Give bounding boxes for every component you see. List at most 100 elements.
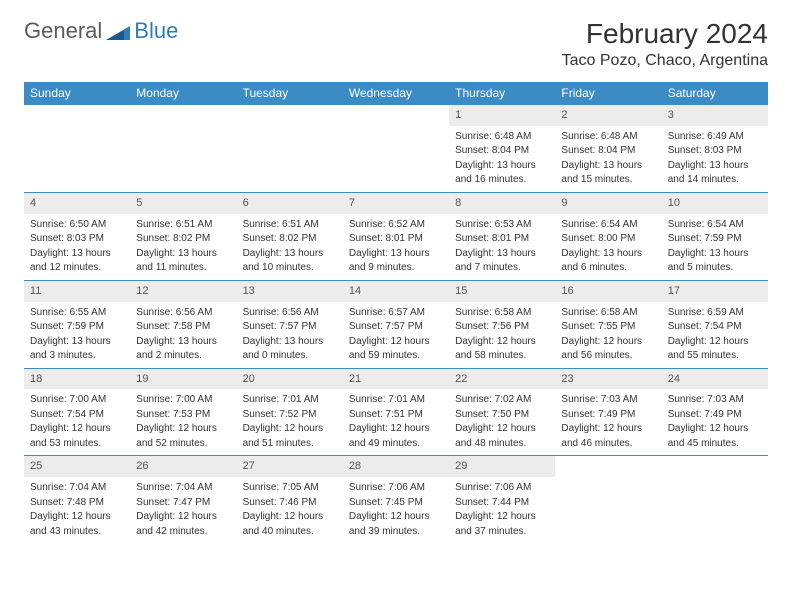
day-body: Sunrise: 6:49 AMSunset: 8:03 PMDaylight:… — [662, 126, 768, 192]
day-number: 1 — [449, 105, 555, 126]
day-number: 4 — [24, 193, 130, 214]
day-line: Daylight: 12 hours — [243, 422, 337, 436]
day-body: Sunrise: 6:54 AMSunset: 8:00 PMDaylight:… — [555, 214, 661, 280]
day-body: Sunrise: 6:52 AMSunset: 8:01 PMDaylight:… — [343, 214, 449, 280]
day-line: Sunset: 7:59 PM — [668, 232, 762, 246]
day-line: and 2 minutes. — [136, 349, 230, 363]
day-cell: 17Sunrise: 6:59 AMSunset: 7:54 PMDayligh… — [662, 281, 768, 368]
day-number: 22 — [449, 369, 555, 390]
day-body: Sunrise: 6:53 AMSunset: 8:01 PMDaylight:… — [449, 214, 555, 280]
day-line: Sunrise: 7:05 AM — [243, 481, 337, 495]
day-line: Sunrise: 7:00 AM — [136, 393, 230, 407]
day-line: and 5 minutes. — [668, 261, 762, 275]
day-line: Sunset: 7:57 PM — [349, 320, 443, 334]
day-cell: 1Sunrise: 6:48 AMSunset: 8:04 PMDaylight… — [449, 105, 555, 192]
day-line: Sunrise: 6:49 AM — [668, 130, 762, 144]
day-line: Daylight: 13 hours — [455, 159, 549, 173]
day-body: Sunrise: 7:00 AMSunset: 7:54 PMDaylight:… — [24, 389, 130, 455]
day-cell: 2Sunrise: 6:48 AMSunset: 8:04 PMDaylight… — [555, 105, 661, 192]
day-line: and 43 minutes. — [30, 525, 124, 539]
day-number: 25 — [24, 456, 130, 477]
day-line: Sunrise: 7:03 AM — [668, 393, 762, 407]
day-cell: 5Sunrise: 6:51 AMSunset: 8:02 PMDaylight… — [130, 193, 236, 280]
day-line: Daylight: 13 hours — [243, 247, 337, 261]
day-number: 23 — [555, 369, 661, 390]
day-body: Sunrise: 7:06 AMSunset: 7:44 PMDaylight:… — [449, 477, 555, 543]
day-body: Sunrise: 6:58 AMSunset: 7:55 PMDaylight:… — [555, 302, 661, 368]
day-line: Daylight: 12 hours — [455, 335, 549, 349]
month-title: February 2024 — [562, 18, 768, 50]
day-cell: 23Sunrise: 7:03 AMSunset: 7:49 PMDayligh… — [555, 369, 661, 456]
day-line: and 48 minutes. — [455, 437, 549, 451]
day-line: Daylight: 12 hours — [561, 335, 655, 349]
day-cell: 13Sunrise: 6:56 AMSunset: 7:57 PMDayligh… — [237, 281, 343, 368]
day-number: 5 — [130, 193, 236, 214]
day-cell: 6Sunrise: 6:51 AMSunset: 8:02 PMDaylight… — [237, 193, 343, 280]
day-number: 28 — [343, 456, 449, 477]
weekday-header: Thursday — [449, 82, 555, 104]
day-body: Sunrise: 6:51 AMSunset: 8:02 PMDaylight:… — [237, 214, 343, 280]
day-cell: 22Sunrise: 7:02 AMSunset: 7:50 PMDayligh… — [449, 369, 555, 456]
day-line: Sunrise: 6:51 AM — [136, 218, 230, 232]
day-line: Sunrise: 6:48 AM — [455, 130, 549, 144]
weekday-header: Friday — [555, 82, 661, 104]
day-body: Sunrise: 6:56 AMSunset: 7:58 PMDaylight:… — [130, 302, 236, 368]
day-line: Sunrise: 6:55 AM — [30, 306, 124, 320]
week-row: 25Sunrise: 7:04 AMSunset: 7:48 PMDayligh… — [24, 455, 768, 543]
day-cell: 24Sunrise: 7:03 AMSunset: 7:49 PMDayligh… — [662, 369, 768, 456]
location-label: Taco Pozo, Chaco, Argentina — [562, 52, 768, 70]
day-line: Daylight: 12 hours — [243, 510, 337, 524]
day-number: 20 — [237, 369, 343, 390]
day-line: Sunrise: 6:57 AM — [349, 306, 443, 320]
day-line: Sunrise: 6:59 AM — [668, 306, 762, 320]
title-block: February 2024 Taco Pozo, Chaco, Argentin… — [562, 18, 768, 70]
day-number: 8 — [449, 193, 555, 214]
weeks-container: 1Sunrise: 6:48 AMSunset: 8:04 PMDaylight… — [24, 104, 768, 543]
day-cell: 21Sunrise: 7:01 AMSunset: 7:51 PMDayligh… — [343, 369, 449, 456]
day-line: Sunset: 7:59 PM — [30, 320, 124, 334]
day-body: Sunrise: 7:04 AMSunset: 7:48 PMDaylight:… — [24, 477, 130, 543]
day-line: Daylight: 12 hours — [30, 510, 124, 524]
day-line: Daylight: 13 hours — [668, 247, 762, 261]
day-line: and 49 minutes. — [349, 437, 443, 451]
day-line: Sunrise: 7:04 AM — [136, 481, 230, 495]
day-line: Daylight: 12 hours — [668, 335, 762, 349]
day-line: Sunset: 7:52 PM — [243, 408, 337, 422]
day-body: Sunrise: 6:50 AMSunset: 8:03 PMDaylight:… — [24, 214, 130, 280]
week-row: 4Sunrise: 6:50 AMSunset: 8:03 PMDaylight… — [24, 192, 768, 280]
day-line: and 56 minutes. — [561, 349, 655, 363]
day-number: 10 — [662, 193, 768, 214]
day-line: Sunset: 7:54 PM — [30, 408, 124, 422]
day-cell: 27 Sunrise: 7:05 AMSunset: 7:46 PMDayligh… — [237, 456, 343, 543]
day-line: Sunrise: 7:06 AM — [455, 481, 549, 495]
day-line: Sunrise: 6:54 AM — [561, 218, 655, 232]
day-line: Daylight: 13 hours — [30, 335, 124, 349]
day-line: Sunset: 7:45 PM — [349, 496, 443, 510]
day-cell: 8Sunrise: 6:53 AMSunset: 8:01 PMDaylight… — [449, 193, 555, 280]
day-line: Daylight: 13 hours — [30, 247, 124, 261]
day-number: 26 — [130, 456, 236, 477]
day-line: Daylight: 12 hours — [349, 510, 443, 524]
day-line: Sunset: 8:02 PM — [243, 232, 337, 246]
day-cell — [130, 105, 236, 192]
day-cell: 11Sunrise: 6:55 AMSunset: 7:59 PMDayligh… — [24, 281, 130, 368]
day-number: 7 — [343, 193, 449, 214]
day-line: Daylight: 13 hours — [561, 159, 655, 173]
day-body: Sunrise: 6:57 AMSunset: 7:57 PMDaylight:… — [343, 302, 449, 368]
week-row: 18Sunrise: 7:00 AMSunset: 7:54 PMDayligh… — [24, 368, 768, 456]
day-body: Sunrise: 6:59 AMSunset: 7:54 PMDaylight:… — [662, 302, 768, 368]
day-number: 18 — [24, 369, 130, 390]
day-line: and 11 minutes. — [136, 261, 230, 275]
day-line: Sunset: 7:46 PM — [243, 496, 337, 510]
day-line: and 45 minutes. — [668, 437, 762, 451]
weekday-header-row: SundayMondayTuesdayWednesdayThursdayFrid… — [24, 82, 768, 104]
day-line: Sunset: 8:04 PM — [561, 144, 655, 158]
day-line: and 55 minutes. — [668, 349, 762, 363]
day-line: Daylight: 13 hours — [455, 247, 549, 261]
day-body: Sunrise: 7:01 AMSunset: 7:52 PMDaylight:… — [237, 389, 343, 455]
day-line: Sunset: 7:48 PM — [30, 496, 124, 510]
day-line: and 39 minutes. — [349, 525, 443, 539]
day-number: 27 — [237, 456, 343, 477]
day-line: Sunrise: 6:58 AM — [561, 306, 655, 320]
weekday-header: Sunday — [24, 82, 130, 104]
